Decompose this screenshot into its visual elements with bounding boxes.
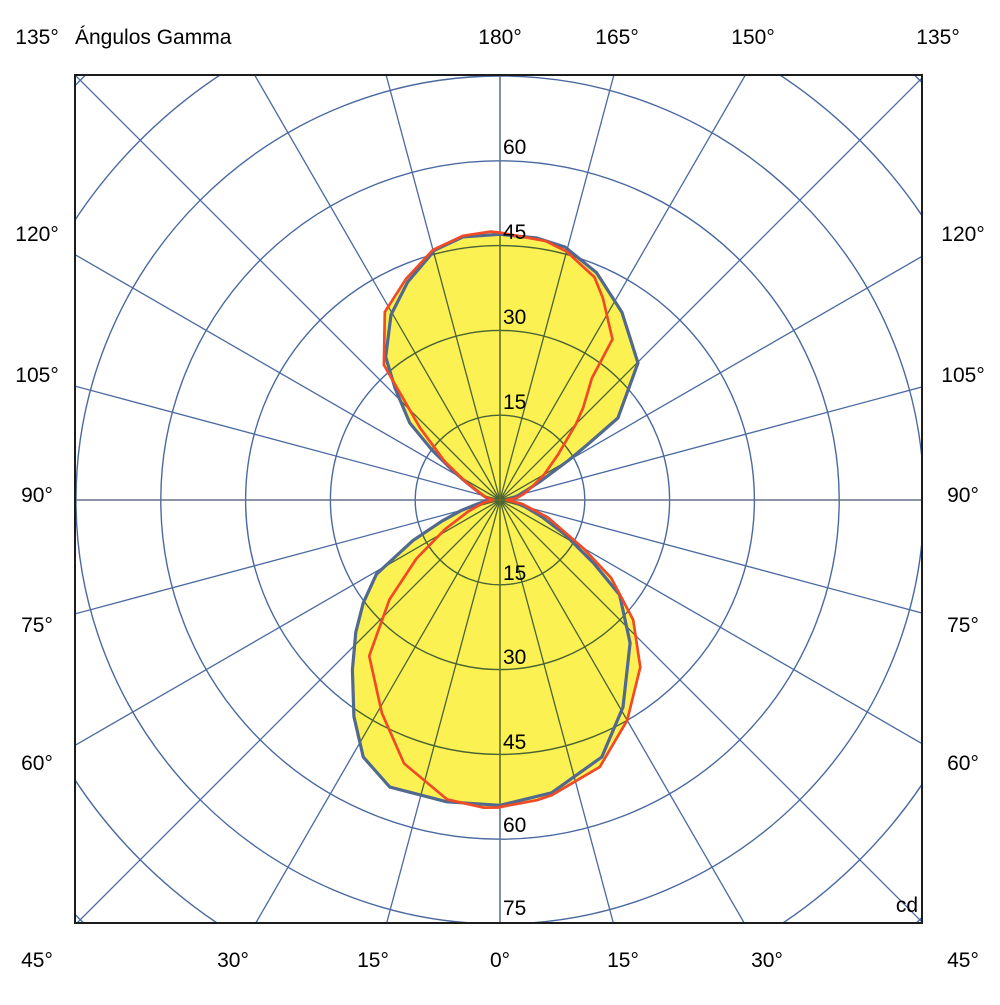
- gamma-angle-label-left: 60°: [21, 752, 53, 775]
- gamma-angle-label-bottom: 45°: [21, 949, 53, 972]
- grid-spoke: [499, 255, 922, 501]
- gamma-angle-label-right: 105°: [941, 364, 984, 387]
- radial-tick-label: 75: [503, 897, 526, 920]
- gamma-angle-label-top: 135°: [15, 26, 58, 49]
- grid-spoke: [75, 385, 501, 501]
- grid-spoke: [499, 499, 922, 745]
- gamma-angle-label-bottom: 0°: [490, 949, 510, 972]
- radial-tick-label: 45: [503, 221, 526, 244]
- gamma-angle-label-left: 90°: [21, 484, 53, 507]
- grid-spoke: [75, 253, 501, 501]
- radial-tick-label: 60: [503, 814, 526, 837]
- gamma-angle-label-top: 150°: [731, 26, 774, 49]
- grid-spoke: [75, 499, 501, 615]
- radial-tick-label: 45: [503, 731, 526, 754]
- radial-tick-label: 60: [503, 136, 526, 159]
- gamma-angle-label-left: 105°: [15, 364, 58, 387]
- intensity-lobes-fill: [352, 231, 641, 808]
- gamma-angle-label-right: 120°: [941, 223, 984, 246]
- gamma-angle-label-top: 180°: [478, 26, 521, 49]
- gamma-angle-label-bottom: 15°: [357, 949, 389, 972]
- gamma-angle-label-right: 75°: [947, 614, 979, 637]
- gamma-angle-label-left: 120°: [15, 223, 58, 246]
- chart-frame: [74, 74, 923, 924]
- radial-tick-label: 30: [503, 646, 526, 669]
- unit-label: cd: [896, 894, 918, 917]
- radial-tick-label: 15: [503, 562, 526, 585]
- gamma-angle-label-bottom: 30°: [751, 949, 783, 972]
- grid-spoke: [499, 386, 922, 501]
- chart-title: Ángulos Gamma: [75, 26, 232, 49]
- red-intensity-curve: [367, 230, 642, 810]
- gamma-angle-label-top: 135°: [916, 26, 959, 49]
- gamma-angle-label-left: 75°: [21, 614, 53, 637]
- gamma-angle-label-right: 90°: [947, 484, 979, 507]
- gamma-angle-label-top: 165°: [595, 26, 638, 49]
- gamma-angle-label-bottom: 45°: [947, 949, 979, 972]
- grid-spoke: [499, 499, 922, 614]
- gamma-angle-label-right: 60°: [947, 752, 979, 775]
- radial-tick-label: 30: [503, 306, 526, 329]
- gamma-angle-label-bottom: 15°: [607, 949, 639, 972]
- lobe-fill-red-region: [369, 231, 641, 808]
- radial-tick-label: 15: [503, 391, 526, 414]
- gamma-angle-label-bottom: 30°: [217, 949, 249, 972]
